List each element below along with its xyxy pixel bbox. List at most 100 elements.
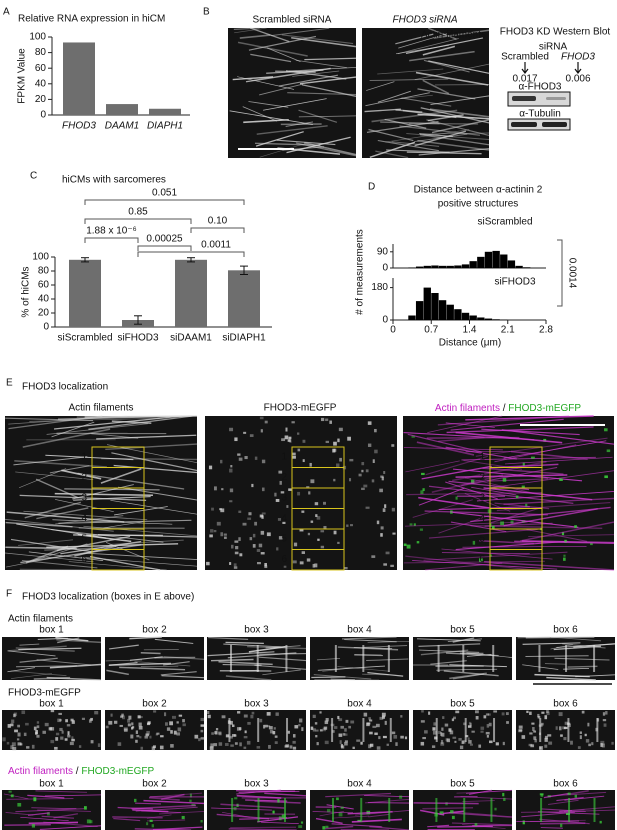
texture-dot [374, 732, 378, 735]
texture-dot [372, 725, 377, 728]
texture-fiber [354, 654, 383, 657]
texture-dot [276, 547, 279, 551]
texture-dot [518, 729, 523, 733]
texture-fiber [399, 94, 433, 100]
texture-fiber [484, 522, 553, 527]
texture-fiber [412, 560, 558, 570]
texture-fiber [129, 636, 162, 640]
roi-number: 6 [81, 554, 87, 565]
texture-dot [6, 741, 10, 745]
texture-dot [237, 453, 241, 456]
texture-dot [421, 710, 424, 713]
texture-dot [260, 429, 263, 433]
texture-dot [139, 736, 142, 739]
texture-fiber [159, 811, 205, 815]
texture-dot [292, 734, 296, 738]
texture-dot [338, 812, 343, 817]
histogram-bar [423, 265, 431, 268]
texture-fiber [140, 652, 161, 655]
texture-fiber [420, 649, 469, 656]
texture-dot [254, 521, 258, 526]
texture-fiber [423, 551, 568, 561]
texture-dot [282, 521, 286, 525]
texture-fiber [464, 477, 534, 494]
texture-fiber [55, 499, 114, 513]
texture-fiber [430, 660, 467, 665]
texture-fiber [398, 33, 448, 49]
texture-dot [390, 564, 394, 567]
texture-dot [278, 536, 283, 540]
texture-dot [246, 740, 251, 745]
box-label: box 3 [244, 625, 269, 636]
texture-dot [433, 722, 437, 726]
texture-fiber [161, 674, 205, 679]
texture-dot [487, 713, 491, 716]
texture-dot [605, 711, 608, 715]
histogram-bar [415, 266, 424, 268]
texture-dot [17, 732, 21, 737]
merge-label: Actin filaments / FHOD3-mEGFP [8, 766, 154, 777]
texture-dot [149, 735, 152, 739]
texture-dot [345, 719, 349, 723]
texture-fiber [520, 521, 615, 542]
box-label: box 3 [244, 779, 269, 790]
texture-dot [280, 491, 285, 494]
texture-fiber [461, 466, 558, 487]
texture-dot [471, 479, 475, 484]
texture-fiber [5, 417, 94, 422]
texture-fiber [146, 819, 186, 822]
texture-dot [350, 524, 353, 527]
texture-dot [17, 724, 21, 728]
micrograph [310, 790, 410, 830]
texture-fiber [483, 487, 593, 501]
panel-label: C [30, 171, 37, 182]
texture-dot [13, 713, 16, 718]
texture-dot [264, 565, 268, 569]
texture-fiber [385, 129, 470, 143]
texture-dot [475, 715, 479, 720]
texture-dot [541, 711, 545, 714]
box-label: box 5 [450, 625, 475, 636]
texture-dot [232, 734, 236, 737]
texture-dot [121, 715, 125, 720]
texture-dot [400, 715, 403, 718]
texture-dot [348, 478, 352, 482]
texture-dot [10, 794, 14, 798]
texture-dot [393, 735, 398, 739]
texture-fiber [35, 790, 88, 793]
texture-dot [229, 720, 233, 725]
texture-dot [297, 491, 301, 496]
texture-dot [442, 716, 445, 719]
texture-dot [342, 732, 346, 736]
texture-dot [128, 715, 132, 720]
texture-fiber [236, 794, 282, 799]
texture-dot [19, 743, 23, 746]
x-tick-label: 0 [390, 325, 396, 336]
texture-dot [332, 730, 335, 733]
texture-dot [352, 746, 355, 750]
significance-bracket [84, 237, 139, 243]
texture-fiber [540, 827, 563, 829]
texture-fiber [160, 671, 197, 676]
texture-dot [574, 525, 577, 528]
texture-dot [439, 811, 444, 815]
texture-dot [325, 440, 329, 444]
texture-fiber [44, 547, 103, 551]
texture-dot [110, 713, 113, 717]
texture-dot [378, 736, 381, 740]
texture-dot [220, 532, 224, 537]
texture-dot [365, 506, 370, 509]
x-tick-label: DIAPH1 [147, 121, 183, 132]
texture-dot [134, 798, 137, 803]
texture-dot [274, 492, 277, 497]
texture-dot [194, 734, 199, 739]
micrograph-background [310, 637, 409, 680]
texture-dot [108, 720, 113, 725]
texture-fiber [315, 817, 343, 825]
texture-fiber [44, 794, 102, 797]
texture-dot [374, 428, 377, 433]
texture-dot [274, 735, 278, 738]
texture-fiber [163, 661, 190, 666]
texture-dot [292, 452, 296, 456]
texture-fiber [462, 824, 506, 829]
